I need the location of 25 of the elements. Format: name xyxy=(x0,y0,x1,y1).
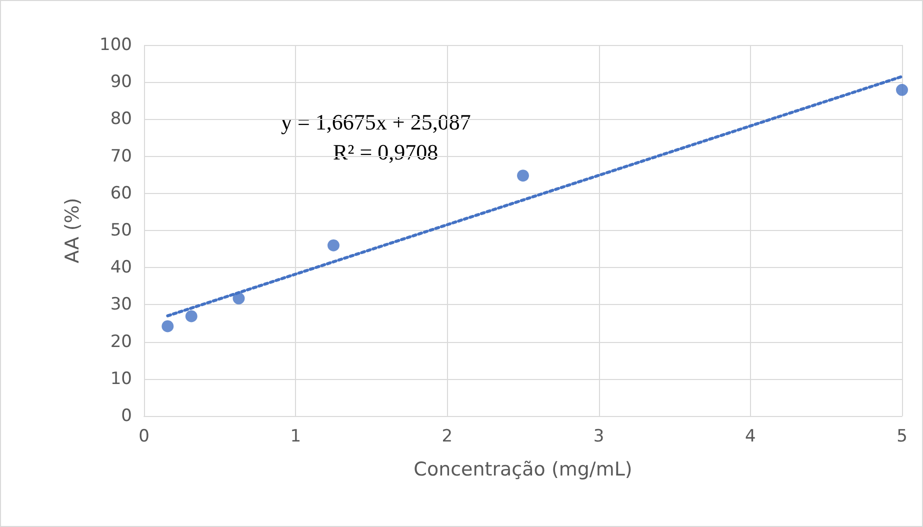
point xyxy=(185,310,198,322)
y-tick-label: 90 xyxy=(110,72,132,92)
x-tick-label: 5 xyxy=(896,426,908,446)
y-axis-title: AA (%) xyxy=(62,198,84,264)
y-tick-label: 60 xyxy=(110,183,132,204)
x-axis-title: Concentração (mg/mL) xyxy=(414,458,632,480)
x-tick-label: 1 xyxy=(290,426,302,446)
x-tick-label: 2 xyxy=(442,426,453,446)
point xyxy=(517,170,529,182)
y-tick-label: 100 xyxy=(100,35,132,55)
y-tick-label: 20 xyxy=(110,332,132,352)
y-tick-label: 30 xyxy=(110,294,132,315)
y-tick-label: 0 xyxy=(121,406,132,426)
x-tick-label: 3 xyxy=(593,426,604,446)
x-tick-label: 4 xyxy=(744,426,756,446)
point xyxy=(162,320,174,332)
y-tick-label: 40 xyxy=(110,258,132,278)
point xyxy=(896,84,908,96)
point xyxy=(232,292,245,304)
y-tick-label: 50 xyxy=(110,220,132,240)
y-tick-label: 80 xyxy=(110,109,132,130)
y-tick-label: 10 xyxy=(110,368,132,389)
point xyxy=(328,239,340,252)
y-tick-label: 70 xyxy=(110,146,132,166)
x-tick-label: 0 xyxy=(138,426,150,446)
